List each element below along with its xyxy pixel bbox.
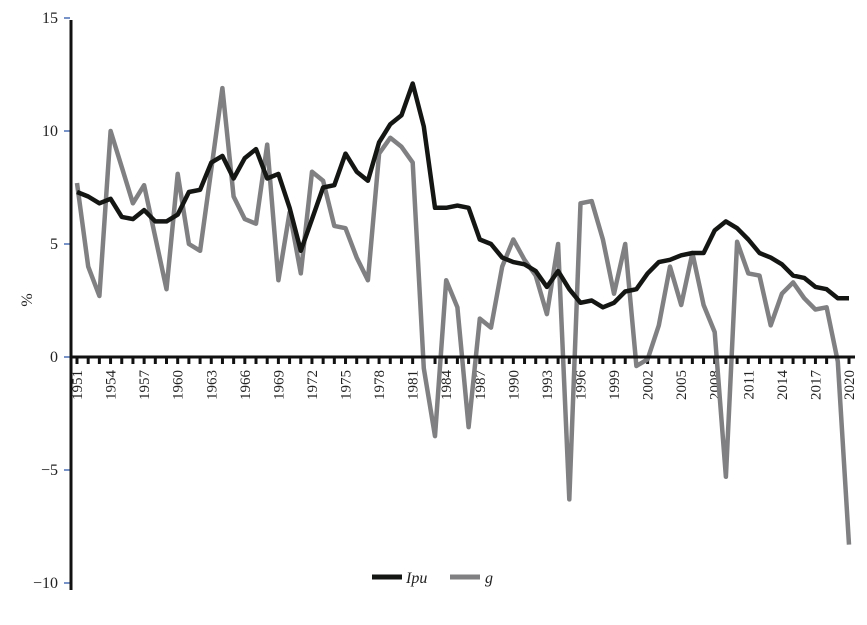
- x-tick-label: 2002: [641, 370, 657, 400]
- y-tick-label: −5: [41, 462, 58, 479]
- y-tick-label: −10: [33, 575, 58, 592]
- x-tick-label: 1990: [506, 370, 522, 400]
- x-tick-label: 1978: [372, 370, 388, 400]
- x-tick-label: 2011: [741, 370, 757, 399]
- series-line-g: [74, 85, 852, 545]
- x-tick-label: 2017: [808, 370, 824, 401]
- series-lines: [74, 81, 852, 545]
- x-tick-label: 1966: [238, 370, 254, 401]
- x-tick-label: 1993: [540, 370, 556, 400]
- x-tick-label: 1963: [204, 370, 220, 400]
- y-axis-ticks: 15 10 5 0 −5 −10: [33, 10, 70, 592]
- series-line-ipu: [76, 81, 849, 310]
- x-tick-label: 1981: [406, 370, 422, 400]
- x-tick-label: 1969: [271, 370, 287, 400]
- y-axis-label: %: [19, 293, 36, 306]
- x-tick-label: 2020: [842, 370, 858, 400]
- x-tick-label: 1987: [473, 370, 489, 401]
- y-tick-label: 0: [50, 349, 58, 366]
- x-tick-label: 1951: [70, 370, 86, 400]
- legend-label-ipu: Ipu: [405, 570, 427, 587]
- x-tick-label: 1960: [171, 370, 187, 400]
- x-tick-label: 2005: [674, 370, 690, 400]
- x-tick-label: 1957: [137, 370, 153, 401]
- legend: Ipu g: [372, 570, 493, 587]
- y-tick-label: 5: [50, 236, 58, 253]
- legend-label-g: g: [485, 570, 493, 587]
- x-tick-label: 1984: [439, 370, 455, 401]
- y-tick-label: 15: [42, 10, 58, 27]
- y-tick-label: 10: [42, 123, 58, 140]
- x-tick-label: 1999: [607, 370, 623, 400]
- x-tick-label: 1975: [339, 370, 355, 400]
- x-tick-label: 2014: [775, 370, 791, 401]
- x-tick-label: 1996: [573, 370, 589, 401]
- x-tick-label: 1954: [104, 370, 120, 401]
- x-tick-label: 1972: [305, 370, 321, 400]
